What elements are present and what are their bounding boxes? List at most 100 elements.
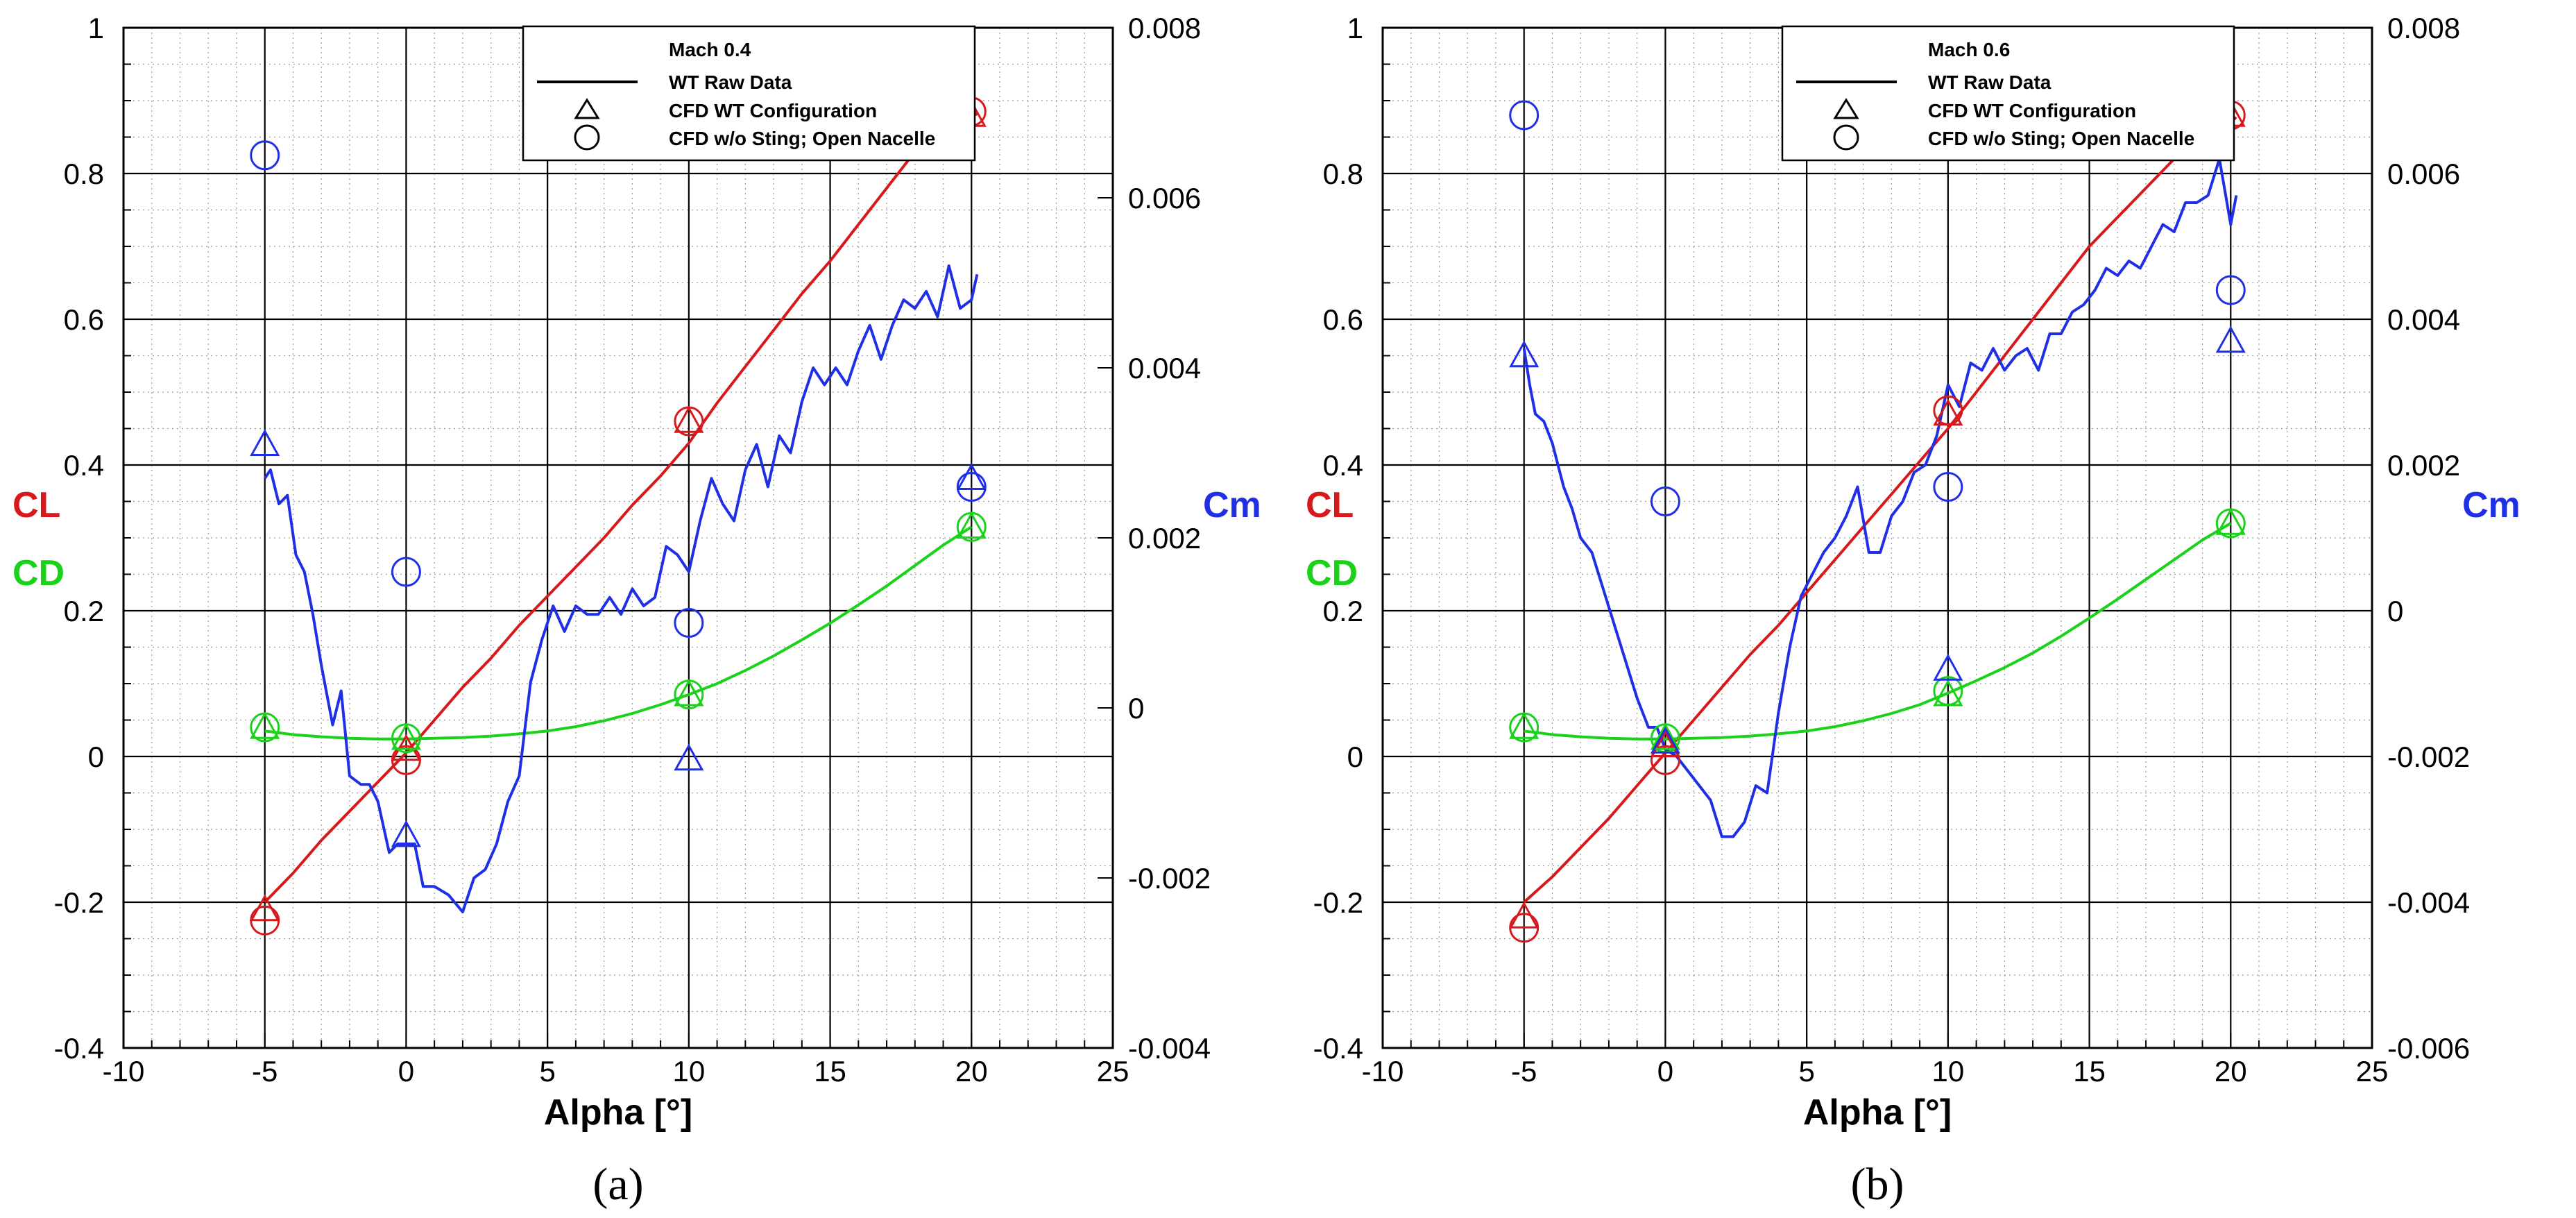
marker-circle-cd [391, 723, 421, 754]
x-tick-label: -10 [103, 1055, 145, 1088]
marker-circle-cm [250, 140, 280, 171]
legend-circle-symbol [574, 124, 600, 151]
marker-circle-cl [674, 406, 704, 437]
x-tick-label: 20 [2215, 1055, 2247, 1088]
legend-item-cfd-open-nacelle: CFD w/o Sting; Open Nacelle [669, 128, 935, 149]
legend-title: Mach 0.4 [669, 39, 751, 60]
series-line-cd [264, 525, 973, 741]
marker-triangle-cl [674, 405, 704, 433]
y-left-tick-label: 0.2 [1323, 595, 1363, 627]
marker-triangle-cm [391, 820, 421, 847]
y-left-tick-label: -0.2 [54, 886, 104, 919]
marker-triangle-cm [1650, 726, 1680, 754]
x-tick-label: -5 [252, 1055, 278, 1088]
y-axis-title-cd: CD [12, 553, 65, 593]
y-right-tick-label: 0.008 [1128, 12, 1201, 44]
marker-circle-cm [1509, 100, 1539, 130]
y-right-tick-label: 0 [1128, 692, 1144, 725]
y-left-tick-label: 0.2 [64, 595, 104, 627]
marker-circle-cm [956, 472, 987, 502]
series-line-cl [1523, 114, 2237, 904]
marker-circle-cd [1933, 676, 1963, 706]
x-axis-title: Alpha [°] [544, 1092, 692, 1133]
y-right-tick-label: 0.004 [1128, 352, 1201, 384]
x-tick-label: 20 [955, 1055, 988, 1088]
x-tick-label: 15 [2073, 1055, 2106, 1088]
marker-triangle-cm [2215, 325, 2246, 353]
y-right-tick-label: -0.004 [1128, 1032, 1211, 1065]
legend-triangle-symbol [574, 98, 600, 119]
marker-triangle-cm [1509, 340, 1539, 368]
y-right-tick-label: -0.002 [1128, 862, 1211, 895]
marker-triangle-cd [391, 722, 421, 750]
legend-circle-symbol [1833, 124, 1859, 151]
series-line-cm [264, 264, 979, 913]
x-tick-label: 0 [1657, 1055, 1673, 1088]
y-left-tick-label: 0.4 [64, 449, 104, 482]
marker-triangle-cd [674, 679, 704, 707]
marker-triangle-cm [956, 463, 987, 490]
marker-circle-cm [1933, 472, 1963, 502]
marker-triangle-cd [2215, 507, 2246, 535]
x-tick-label: 10 [1931, 1055, 1964, 1088]
panel-caption: (a) [592, 1159, 643, 1210]
series-line-cl [264, 106, 978, 904]
legend-item-cfd-wt: CFD WT Configuration [669, 100, 877, 121]
marker-circle-cm [1650, 487, 1680, 516]
minor-grid [1383, 28, 2372, 1048]
chart-panel-a: -10 -5 0 5 10 15 20 25 -0.4 -0.2 0 0.2 0.4 0.6 0.8 1 -0.… [12, 12, 1261, 1210]
x-tick-label: 15 [814, 1055, 846, 1088]
x-tick-label: 25 [2356, 1055, 2389, 1088]
y-axis-title-cd: CD [1306, 553, 1358, 593]
legend-item-cfd-open-nacelle: CFD w/o Sting; Open Nacelle [1928, 128, 2194, 149]
legend-title: Mach 0.6 [1928, 39, 2010, 60]
marker-triangle-cd [250, 711, 280, 739]
marker-circle-cm [391, 557, 421, 587]
y-right-tick-label: 0.002 [1128, 522, 1201, 555]
y-left-tick-label: -0.4 [1313, 1032, 1363, 1065]
y-right-tick-label: 0 [2387, 595, 2403, 627]
x-tick-label: 25 [1097, 1055, 1129, 1088]
y-right-tick-label: -0.006 [2387, 1032, 2470, 1065]
legend-item-cfd-wt: CFD WT Configuration [1928, 100, 2136, 121]
x-tick-label: -10 [1362, 1055, 1404, 1088]
x-tick-label: -5 [1511, 1055, 1537, 1088]
y-right-tick-label: 0.006 [1128, 182, 1201, 214]
marker-triangle-cd [1650, 722, 1680, 750]
y-left-tick-label: -0.2 [1313, 886, 1363, 919]
marker-triangle-cd [1509, 711, 1539, 739]
x-tick-label: 10 [672, 1055, 705, 1088]
y-right-tick-label: 0.008 [2387, 12, 2460, 44]
y-axis-title-cl: CL [1306, 485, 1354, 525]
y-axis-title-cm: Cm [2462, 485, 2520, 525]
y-left-tick-label: 0.8 [1323, 158, 1363, 190]
legend-triangle-symbol [1833, 98, 1859, 119]
y-left-tick-label: -0.4 [54, 1032, 104, 1065]
y-left-tick-label: 0.6 [1323, 303, 1363, 336]
x-tick-label: 5 [539, 1055, 555, 1088]
legend: Mach 0.4 WT Raw Data CFD WT Configuration C… [522, 25, 976, 162]
marker-circle-cd [2215, 508, 2246, 539]
y-axis-title-cm: Cm [1203, 485, 1261, 525]
panel-caption: (b) [1851, 1159, 1904, 1210]
y-left-tick-label: 1 [1347, 12, 1363, 44]
marker-circle-cl [250, 905, 280, 936]
y-axis-title-cl: CL [12, 485, 60, 525]
marker-circle-cl [1650, 745, 1680, 775]
series-line-cm [1522, 158, 2238, 838]
y-left-tick-label: 0 [1347, 741, 1363, 773]
chart-panel-b: -10 -5 0 5 10 15 20 25 -0.4 -0.2 0 0.2 0.4 0.6 0.8 1 -0.… [1306, 12, 2520, 1210]
y-right-tick-label: 0.006 [2387, 158, 2460, 190]
series-line-cd [1524, 522, 2232, 741]
tick-marks [1382, 27, 2373, 1049]
x-tick-label: 5 [1798, 1055, 1814, 1088]
x-axis-title: Alpha [°] [1803, 1092, 1952, 1133]
marker-circle-cl [1933, 395, 1963, 425]
marker-circle-cm [2215, 275, 2246, 305]
y-right-tick-label: 0.004 [2387, 303, 2460, 336]
x-tick-label: 0 [398, 1055, 414, 1088]
y-left-tick-label: 0.6 [64, 303, 104, 336]
y-left-tick-label: 1 [88, 12, 104, 44]
marker-triangle-cm [674, 743, 704, 771]
